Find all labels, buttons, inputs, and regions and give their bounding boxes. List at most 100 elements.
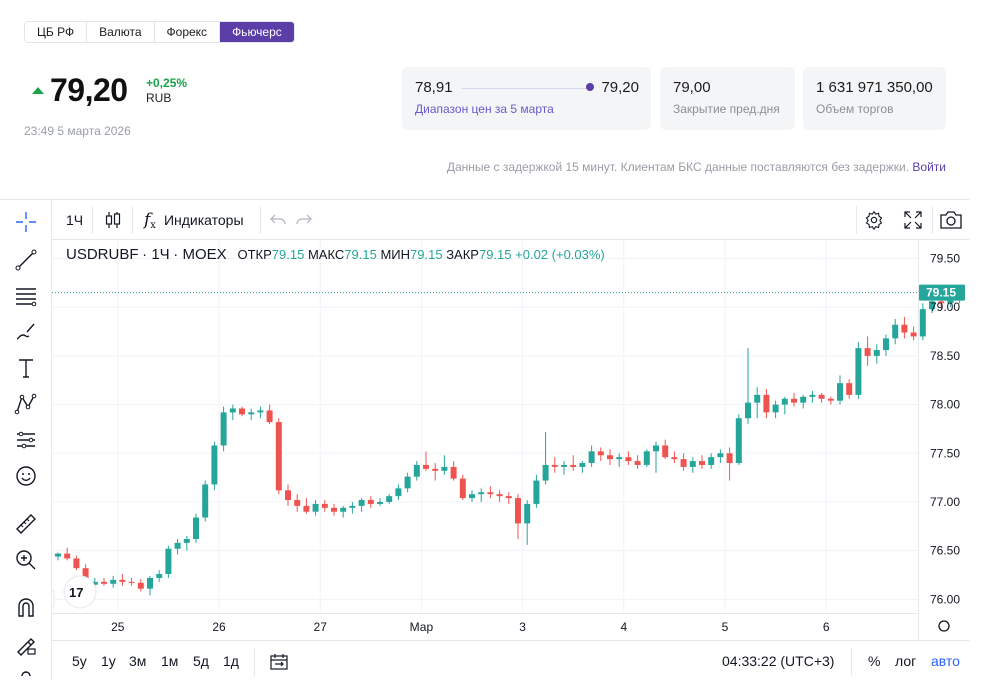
fullscreen-icon[interactable] [904,200,922,240]
candle-body [607,455,613,460]
candle-body [542,464,549,481]
range-1d-button[interactable]: 1д [223,653,239,669]
tab-forex[interactable]: Форекс [154,22,221,42]
prev-close-value: 79,00 [673,79,711,96]
date-range-calendar-icon[interactable] [270,641,288,680]
range-5d-button[interactable]: 5д [193,653,209,669]
candle-type-icon[interactable] [104,200,122,240]
toolbar-divider [254,648,255,676]
candle-body [441,466,448,471]
candle-body [55,553,61,557]
x-tick-label: 4 [620,620,627,634]
candle-body [147,577,153,589]
prediction-icon[interactable] [12,426,40,454]
last-price-badge [919,284,965,301]
clock-time[interactable]: 04:33:22 (UTC+3) [722,653,835,669]
candle-body [772,404,779,413]
candle-body [183,538,190,543]
crosshair-icon[interactable] [12,208,40,236]
volume-label: Объем торгов [816,102,894,116]
axis-settings-icon[interactable] [938,620,950,632]
x-tick-label: 26 [212,620,226,634]
indicators-button[interactable]: fx Индикаторы [144,200,244,240]
login-link[interactable]: Войти [912,160,946,174]
log-scale-button[interactable]: лог [895,653,917,669]
undo-icon[interactable] [270,200,286,240]
zoom-in-icon[interactable] [12,546,40,574]
range-1y-button[interactable]: 1у [101,653,116,669]
redo-icon[interactable] [296,200,312,240]
candle-body [303,505,310,512]
ruler-icon[interactable] [12,510,40,538]
candle-body [726,453,733,464]
chart-widget: 1Ч fx Индикаторы 79.15 79.50 79.00 78.50 78.… [0,199,970,680]
chart-legend: USDRUBF · 1Ч · MOEX ОТКР79.15 МАКС79.15 … [66,246,605,263]
candle-body [818,394,825,399]
candle-body [625,457,632,462]
brush-icon[interactable] [12,318,40,346]
more-tools-icon[interactable] [12,666,40,680]
snapshot-camera-icon[interactable] [940,200,962,240]
candle-body [423,464,429,469]
day-range-card: 78,91 79,20 Диапазон цен за 5 марта [402,67,651,130]
x-tick-label: Мар [410,620,434,634]
candle-body [294,500,301,506]
auto-scale-button[interactable]: авто [931,653,960,669]
candle-body [689,461,696,467]
candle-body [901,324,908,333]
legend-high-label: МАКС [307,247,345,262]
candle-body [257,410,264,413]
candle-body [671,457,678,460]
candle-body [763,394,770,413]
candle-body [487,492,494,495]
text-tool-icon[interactable] [12,354,40,382]
candle-body [827,398,834,401]
prev-close-card: 79,00 Закрытие пред.дня [660,67,795,130]
tv-logo-icon [63,575,97,609]
settings-gear-icon[interactable] [864,200,884,240]
candle-body [634,461,641,465]
candle-body [855,348,862,395]
candle-body [211,445,218,485]
candle-body [266,410,273,423]
range-1m-button[interactable]: 1м [161,653,179,669]
pattern-icon[interactable] [12,390,40,418]
range-5y-button[interactable]: 5у [72,653,87,669]
percent-scale-button[interactable]: % [868,653,881,669]
tab-cbrf[interactable]: ЦБ РФ [25,22,88,42]
price-chart[interactable]: 79.15 79.50 79.00 78.50 78.00 77.50 77.00 76.50… [52,240,970,640]
range-low: 78,91 [415,79,453,96]
last-price-label: 79.15 [926,286,956,300]
legend-open: 79.15 [271,247,305,262]
candle-body [349,505,356,508]
candle-body [570,464,577,467]
legend-low: 79.15 [410,247,443,262]
trend-line-icon[interactable] [12,246,40,274]
legend-change: +0.02 (+0.03%) [515,247,605,262]
tab-currency[interactable]: Валюта [87,22,155,42]
candle-body [137,582,144,589]
candle-body [929,301,935,310]
tab-futures[interactable]: Фьючерс [220,22,294,42]
candle-body [331,507,337,512]
range-marker [586,83,594,91]
candle-body [229,408,236,413]
fib-levels-icon[interactable] [12,282,40,310]
candle-body [478,492,485,495]
candle-body [413,464,420,477]
delay-notice: Данные с задержкой 15 минут. Клиентам БК… [447,160,946,174]
range-3m-button[interactable]: 3м [129,653,147,669]
magnet-icon[interactable] [12,594,40,622]
lock-drawing-icon[interactable] [12,630,40,658]
candle-body [101,581,107,584]
interval-button[interactable]: 1Ч [66,212,84,228]
x-tick-label: 3 [519,620,526,634]
y-tick-label: 79.50 [930,252,960,266]
chart-bottom-toolbar: 5у 1у 3м 1м 5д 1д 04:33:22 (UTC+3) % лог… [52,640,970,680]
x-tick-label: 27 [314,620,328,634]
emoji-icon[interactable] [12,462,40,490]
candle-body [800,396,807,403]
candle-body [653,445,659,452]
candle-body [680,459,687,467]
candle-body [791,398,797,403]
